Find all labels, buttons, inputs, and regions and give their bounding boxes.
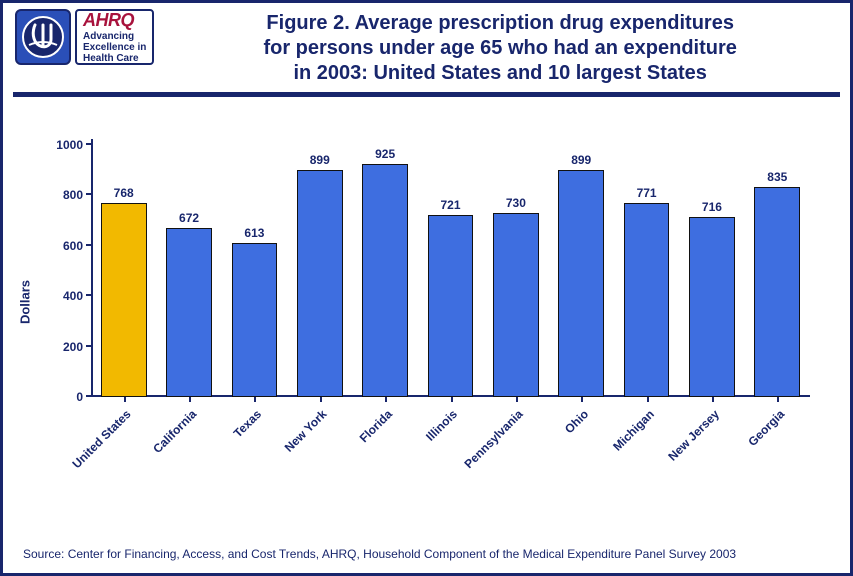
category-label: Georgia xyxy=(745,407,787,449)
y-tick-label: 1000 xyxy=(56,138,91,152)
figure-title: Figure 2. Average prescription drug expe… xyxy=(172,9,838,86)
title-divider xyxy=(13,92,840,97)
x-tick xyxy=(647,397,649,402)
y-tick-label: 0 xyxy=(76,390,91,404)
bar-value-label: 899 xyxy=(571,153,591,167)
bar: 721 xyxy=(428,215,474,397)
x-tick xyxy=(581,397,583,402)
x-tick xyxy=(320,397,322,402)
plot-region: 768672613899925721730899771716835 020040… xyxy=(91,145,810,397)
bars-container: 768 672 613 899 925 721 730 899 771 716 835 xyxy=(91,145,810,397)
bar: 835 xyxy=(754,187,800,397)
bar-value-label: 613 xyxy=(244,226,264,240)
y-tick-label: 200 xyxy=(63,340,91,354)
ahrq-logo: AHRQ Advancing Excellence in Health Care xyxy=(75,9,154,65)
bar-value-label: 672 xyxy=(179,211,199,225)
bar: 672 xyxy=(166,228,212,397)
bar-value-label: 835 xyxy=(767,170,787,184)
bar: 716 xyxy=(689,217,735,397)
y-tick-label: 800 xyxy=(63,188,91,202)
bar: 899 xyxy=(297,170,343,397)
chart-area: Dollars 76867261389992572173089977171683… xyxy=(33,127,820,477)
hhs-seal-icon xyxy=(15,9,71,65)
category-label: New Jersey xyxy=(665,407,722,464)
x-tick xyxy=(516,397,518,402)
category-label: Florida xyxy=(357,407,395,445)
category-label: Illinois xyxy=(424,407,461,444)
x-tick xyxy=(777,397,779,402)
category-label: Michigan xyxy=(610,407,657,454)
x-tick xyxy=(254,397,256,402)
bar: 925 xyxy=(362,164,408,397)
x-tick xyxy=(124,397,126,402)
x-tick xyxy=(712,397,714,402)
category-label: Ohio xyxy=(562,407,591,436)
bar-value-label: 768 xyxy=(114,186,134,200)
category-label: California xyxy=(150,407,199,456)
bar: 768 xyxy=(101,203,147,397)
bar-value-label: 925 xyxy=(375,147,395,161)
x-tick xyxy=(385,397,387,402)
category-label: United States xyxy=(69,407,133,471)
x-tick xyxy=(451,397,453,402)
bar-value-label: 730 xyxy=(506,196,526,210)
header: AHRQ Advancing Excellence in Health Care… xyxy=(3,3,850,88)
bar-value-label: 721 xyxy=(440,198,460,212)
y-axis-label: Dollars xyxy=(18,280,33,324)
category-label: Pennsylvania xyxy=(462,407,526,471)
bar: 899 xyxy=(558,170,604,397)
bar: 730 xyxy=(493,213,539,397)
category-label: Texas xyxy=(231,407,264,440)
category-label: New York xyxy=(282,407,330,455)
ahrq-name: AHRQ xyxy=(83,11,146,29)
bar: 613 xyxy=(232,243,278,397)
bar-value-label: 899 xyxy=(310,153,330,167)
bar-value-label: 716 xyxy=(702,200,722,214)
x-tick xyxy=(189,397,191,402)
y-tick-label: 600 xyxy=(63,239,91,253)
source-note: Source: Center for Financing, Access, an… xyxy=(23,547,830,561)
y-tick-label: 400 xyxy=(63,289,91,303)
bar-value-label: 771 xyxy=(637,186,657,200)
bar: 771 xyxy=(624,203,670,397)
figure-frame: AHRQ Advancing Excellence in Health Care… xyxy=(0,0,853,576)
logo-block: AHRQ Advancing Excellence in Health Care xyxy=(15,9,154,65)
ahrq-tagline: Advancing Excellence in Health Care xyxy=(83,31,146,64)
